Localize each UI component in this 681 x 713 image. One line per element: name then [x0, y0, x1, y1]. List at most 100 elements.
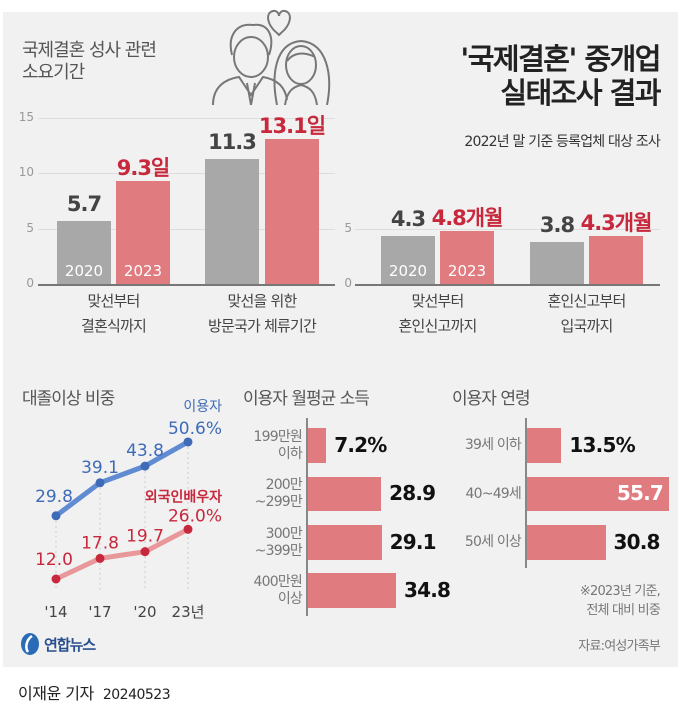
- y-tick-label: 10: [18, 165, 34, 180]
- hbar-category-label: 39세 이하: [464, 437, 522, 454]
- point-외국인배우자: [95, 553, 105, 563]
- y-tick-label: 0: [26, 276, 34, 290]
- point-value-label: 12.0: [35, 550, 73, 570]
- hbar: [308, 477, 382, 511]
- category-label-line: 맞선부터: [411, 292, 464, 310]
- series-year-label: 2020: [64, 262, 104, 280]
- gridline: [38, 173, 335, 175]
- hbar: [527, 428, 562, 463]
- byline: 이재윤 기자 20240523: [18, 680, 171, 704]
- y-axis: [525, 418, 527, 568]
- hbar-category-label: 300만 ~399만: [255, 526, 303, 560]
- value-label: 13.1일: [258, 113, 326, 138]
- hbar-value-label: 13.5%: [569, 432, 635, 457]
- yonhap-logo-text: 연합뉴스: [44, 635, 96, 654]
- value-label: 4.3: [390, 207, 426, 232]
- y-tick-label: 5: [26, 220, 34, 235]
- x-axis: [355, 284, 660, 286]
- category-label-line: 39세 이하: [464, 437, 522, 453]
- bar-2023: [265, 138, 319, 284]
- point-value-label: 50.6%: [168, 419, 222, 439]
- point-이용자: [140, 461, 150, 471]
- category-label-line: 맞선부터: [87, 292, 140, 310]
- subtitle: 2022년 말 기준 등록업체 대상 조사: [464, 134, 660, 150]
- gridline: [38, 117, 335, 119]
- footnote: ※2023년 기준, 전체 대비 비중: [580, 582, 661, 620]
- series-year-label: 2023: [123, 262, 163, 280]
- hbar: [308, 428, 327, 463]
- x-tick-label: '17: [88, 603, 111, 620]
- category-label-line: 이상: [277, 590, 303, 607]
- bar-2020: [381, 236, 435, 284]
- category-label: 맞선부터 혼인신고까지: [348, 289, 528, 339]
- hbar: [527, 477, 670, 511]
- value-label: 3.8: [539, 212, 575, 237]
- hbar-category-label: 199만원 이하: [254, 429, 303, 463]
- category-label-line: 맞선을 위한: [227, 292, 298, 310]
- y-axis: [306, 418, 308, 616]
- point-외국인배우자: [140, 547, 150, 557]
- series-name-label: 외국인배우자: [145, 488, 222, 505]
- byline-author: 이재윤 기자: [18, 684, 94, 703]
- category-label-line: 결혼식까지: [80, 317, 147, 335]
- yonhap-logo-icon: [21, 633, 39, 655]
- line-chart-title: 대졸이상 비중: [22, 389, 115, 409]
- bar-2023: [116, 181, 170, 284]
- bar-2023: [589, 236, 643, 284]
- gridline: [355, 228, 660, 230]
- point-이용자: [183, 437, 193, 447]
- hbar-value-label: 30.8: [613, 529, 661, 554]
- couple-heart-icon: [212, 9, 331, 105]
- point-이용자: [51, 511, 61, 521]
- value-label: 4.8개월: [431, 205, 504, 230]
- hbar-category-label: 40~49세: [465, 485, 522, 503]
- value-label: 4.3개월: [580, 211, 653, 236]
- category-label-line: 50세 이상: [464, 534, 522, 550]
- main-title-line2: 실태조사 결과: [500, 76, 661, 110]
- series-name-label: 이용자: [183, 399, 222, 415]
- hbar-value-label: 7.2%: [334, 432, 387, 457]
- hbar-category-label: 200만 ~299만: [254, 477, 303, 511]
- point-이용자: [95, 478, 105, 488]
- point-외국인배우자: [51, 574, 61, 584]
- category-label-line: ~299만: [254, 494, 303, 510]
- bar-2020: [57, 220, 111, 284]
- value-label: 9.3일: [116, 156, 171, 181]
- x-tick-label: 23년: [172, 603, 205, 620]
- x-tick-label: '20: [133, 603, 156, 620]
- hbar-category-label: 50세 이상: [464, 534, 522, 551]
- footnote-line2: 전체 대비 비중: [586, 603, 660, 618]
- point-value-label: 39.1: [81, 458, 119, 478]
- bar-2023: [440, 230, 494, 284]
- yonhap-logo: 연합뉴스: [20, 632, 96, 656]
- point-외국인배우자: [183, 524, 193, 534]
- category-label-line: 입국까지: [560, 317, 613, 335]
- main-title: '국제결혼' 중개업 실태조사 결과: [460, 42, 661, 110]
- category-label-line: 방문국가 체류기간: [208, 317, 317, 335]
- point-value-label: 29.8: [35, 487, 73, 507]
- category-label-line: 혼인신고부터: [547, 292, 626, 310]
- section-title: 국제결혼 성사 관련 소요기간: [22, 40, 157, 84]
- value-label: 11.3: [208, 129, 257, 154]
- point-value-label: 26.0%: [168, 506, 222, 526]
- hbar: [308, 525, 382, 560]
- income-chart-title: 이용자 월평균 소득: [243, 389, 370, 409]
- hbar-value-label: 29.1: [389, 529, 437, 554]
- hbar: [308, 573, 397, 608]
- category-label-line: 40~49세: [465, 485, 522, 502]
- hbar-value-label: 28.9: [389, 481, 436, 505]
- point-value-label: 19.7: [126, 527, 164, 547]
- x-tick-label: '14: [44, 603, 67, 620]
- bar-2020: [530, 241, 584, 284]
- main-title-line1: '국제결혼' 중개업: [460, 42, 661, 76]
- hbar-value-label: 34.8: [404, 577, 451, 602]
- series-year-label: 2023: [447, 262, 487, 280]
- bar-2020: [205, 158, 259, 284]
- hbar-value-label: 55.7: [616, 481, 664, 505]
- category-label-line: 400만원: [253, 573, 303, 590]
- category-label-line: 이하: [277, 445, 303, 462]
- byline-date: 20240523: [102, 687, 171, 703]
